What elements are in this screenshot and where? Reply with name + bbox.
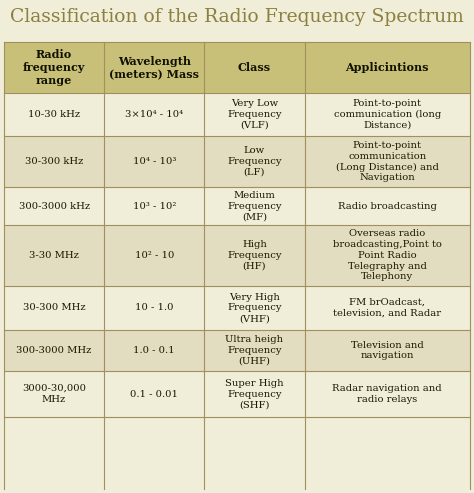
Text: Very High
Frequency
(VHF): Very High Frequency (VHF) [227,293,282,323]
Text: Point-to-point
communication
(Long Distance) and
Navigation: Point-to-point communication (Long Dista… [336,141,439,182]
Text: Classification of the Radio Frequency Spectrum: Classification of the Radio Frequency Sp… [10,8,464,26]
Text: Radio
frequency
range: Radio frequency range [23,49,85,86]
Text: 1.0 - 0.1: 1.0 - 0.1 [134,346,175,355]
Text: Point-to-point
communication (long
Distance): Point-to-point communication (long Dista… [334,99,441,130]
Bar [4,136,470,187]
Text: Very Low
Frequency
(VLF): Very Low Frequency (VLF) [227,100,282,130]
Text: 3-30 MHz: 3-30 MHz [29,251,79,260]
Text: Radar navigation and
radio relays: Radar navigation and radio relays [332,384,442,404]
Text: Television and
navigation: Television and navigation [351,341,424,360]
Bar [4,330,470,371]
Text: Low
Frequency
(LF): Low Frequency (LF) [227,146,282,177]
Text: 10⁴ - 10³: 10⁴ - 10³ [133,157,176,166]
Text: 10³ - 10²: 10³ - 10² [133,202,176,211]
Text: Class: Class [238,62,271,73]
Text: Radio broadcasting: Radio broadcasting [338,202,437,211]
Bar [4,371,470,418]
Text: Overseas radio
broadcasting,Point to
Point Radio
Telegraphy and
Telephony: Overseas radio broadcasting,Point to Poi… [333,229,442,282]
Text: 3×10⁴ - 10⁴: 3×10⁴ - 10⁴ [125,110,183,119]
Bar [4,93,470,136]
Text: 30-300 kHz: 30-300 kHz [25,157,83,166]
Text: High
Frequency
(HF): High Frequency (HF) [227,240,282,271]
Text: 10-30 kHz: 10-30 kHz [28,110,80,119]
Text: Wavelength
(meters) Mass: Wavelength (meters) Mass [109,56,199,80]
Bar [4,42,470,93]
Text: 300-3000 kHz: 300-3000 kHz [18,202,90,211]
Bar [4,187,470,225]
Text: Super High
Frequency
(SHF): Super High Frequency (SHF) [225,379,284,409]
Text: Medium
Frequency
(MF): Medium Frequency (MF) [227,191,282,221]
Text: Ultra heigh
Frequency
(UHF): Ultra heigh Frequency (UHF) [226,335,283,366]
Text: Applicintions: Applicintions [346,62,429,73]
Text: 0.1 - 0.01: 0.1 - 0.01 [130,389,178,398]
Bar [4,225,470,285]
Bar [4,285,470,330]
Text: 10 - 1.0: 10 - 1.0 [135,304,173,313]
Text: 10² - 10: 10² - 10 [135,251,174,260]
Text: 30-300 MHz: 30-300 MHz [23,304,85,313]
Text: 300-3000 MHz: 300-3000 MHz [17,346,92,355]
Text: FM brOadcast,
television, and Radar: FM brOadcast, television, and Radar [333,298,441,318]
Text: 3000-30,000
MHz: 3000-30,000 MHz [22,384,86,404]
